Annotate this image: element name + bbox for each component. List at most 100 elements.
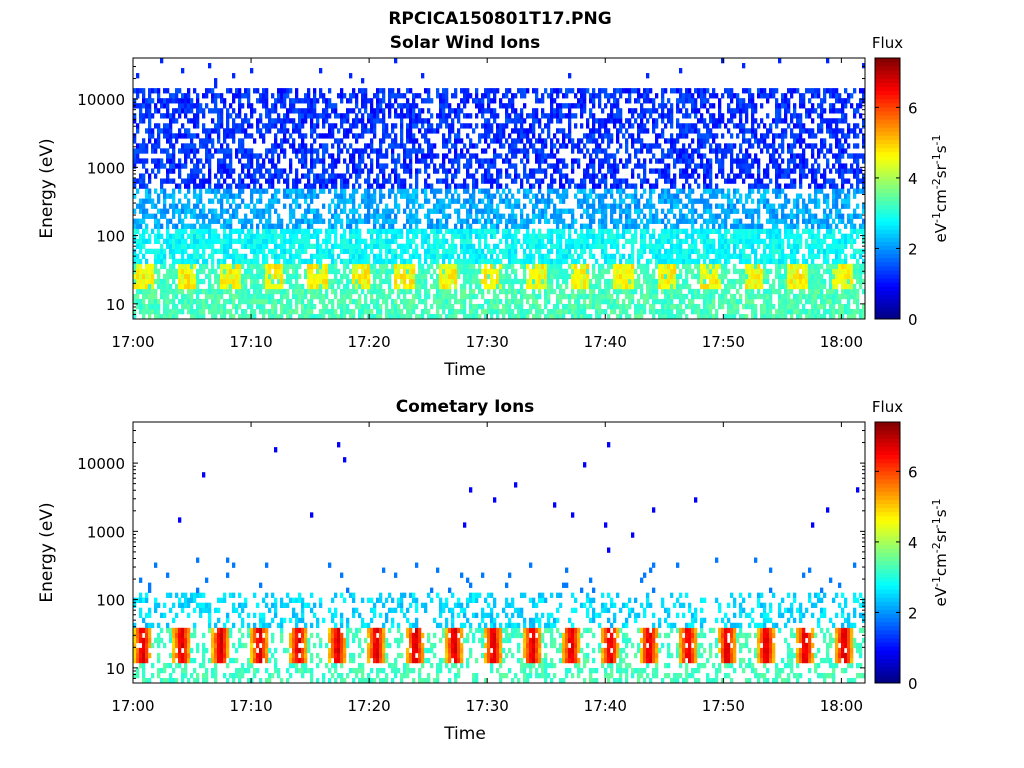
- spectrogram-cell: [274, 233, 278, 239]
- spectrogram-cell: [307, 263, 311, 270]
- spectrogram-cell: [286, 278, 290, 285]
- spectrogram-cell: [244, 218, 248, 224]
- spectrogram-cell: [145, 228, 149, 234]
- spectrogram-cell: [592, 98, 596, 104]
- spectrogram-cell: [418, 113, 422, 119]
- spectrogram-cell: [202, 253, 206, 260]
- spectrogram-cell: [133, 163, 137, 169]
- spectrogram-cell: [619, 263, 623, 270]
- spectrogram-cell: [313, 93, 317, 99]
- spectrogram-cell: [469, 293, 473, 300]
- spectrogram-cell: [481, 178, 485, 184]
- spectrogram-cell: [544, 258, 548, 265]
- spectrogram-cell: [322, 273, 326, 280]
- spectrogram-cell: [484, 298, 488, 305]
- spectrogram-cell: [598, 263, 602, 270]
- spectrogram-cell: [559, 293, 563, 300]
- spectrogram-cell: [400, 133, 404, 139]
- spectrogram-cell: [409, 213, 413, 219]
- spectrogram-cell: [484, 138, 488, 144]
- spectrogram-cell: [553, 258, 557, 265]
- spectrogram-cell: [550, 173, 554, 179]
- spectrogram-cell: [466, 278, 470, 285]
- spectrogram-cell: [454, 143, 458, 149]
- spectrogram-cell: [499, 198, 503, 204]
- spectrogram-cell: [577, 298, 581, 305]
- spectrogram-cell: [322, 298, 326, 305]
- spectrogram-cell: [394, 133, 398, 139]
- spectrogram-cell: [436, 113, 440, 119]
- spectrogram-cell: [616, 203, 620, 209]
- spectrogram-cell: [400, 278, 404, 285]
- spectrogram-cell: [211, 248, 215, 255]
- spectrogram-cell: [244, 238, 248, 245]
- spectrogram-cell: [349, 238, 353, 245]
- spectrogram-cell: [214, 238, 218, 245]
- spectrogram-cell: [445, 98, 449, 104]
- spectrogram-cell: [343, 303, 347, 310]
- spectrogram-cell: [484, 283, 488, 290]
- spectrogram-cell: [373, 283, 377, 290]
- spectrogram-cell: [547, 283, 551, 290]
- spectrogram-cell: [316, 253, 320, 260]
- spectrogram-cell: [604, 208, 608, 214]
- spectrogram-cell: [427, 218, 431, 224]
- spectrogram-cell: [631, 288, 635, 295]
- spectrogram-cell: [616, 223, 620, 229]
- spectrogram-cell: [139, 233, 143, 239]
- spectrogram-cell: [304, 98, 308, 104]
- spectrogram-cell: [364, 93, 368, 99]
- spectrogram-cell: [460, 288, 464, 295]
- spectrogram-cell: [283, 93, 287, 99]
- spectrogram-cell: [133, 178, 137, 184]
- spectrogram-cell: [361, 158, 365, 164]
- spectrogram-cell: [514, 273, 518, 280]
- spectrogram-cell: [508, 303, 512, 310]
- spectrogram-cell: [568, 298, 572, 305]
- spectrogram-cell: [217, 303, 221, 310]
- spectrogram-cell: [145, 193, 149, 199]
- spectrogram-cell: [589, 293, 593, 300]
- spectrogram-cell: [382, 178, 386, 184]
- spectrogram-cell: [259, 128, 263, 134]
- spectrogram-cell: [343, 313, 347, 320]
- spectrogram-cell: [172, 253, 176, 260]
- spectrogram-cell: [280, 278, 284, 285]
- spectrogram-cell: [436, 263, 440, 270]
- spectrogram-cell: [409, 283, 413, 290]
- spectrogram-cell: [562, 198, 566, 204]
- spectrogram-cell: [397, 158, 401, 164]
- spectrogram-cell: [484, 313, 488, 320]
- spectrogram-cell: [310, 223, 314, 229]
- spectrogram-cell: [157, 163, 161, 169]
- spectrogram-cell: [352, 298, 356, 305]
- spectrogram-cell: [265, 288, 269, 295]
- spectrogram-cell: [412, 218, 416, 224]
- spectrogram-cell: [250, 198, 254, 204]
- spectrogram-cell: [301, 108, 305, 114]
- spectrogram-cell: [298, 273, 302, 280]
- spectrogram-cell: [427, 198, 431, 204]
- spectrogram-cell: [430, 148, 434, 154]
- spectrogram-cell: [328, 238, 332, 245]
- spectrogram-cell: [304, 273, 308, 280]
- spectrogram-cell: [598, 158, 602, 164]
- spectrogram-cell: [472, 183, 476, 189]
- spectrogram-cell: [226, 193, 230, 199]
- spectrogram-cell: [376, 173, 380, 179]
- spectrogram-cell: [610, 303, 614, 310]
- spectrogram-cell: [412, 298, 416, 305]
- spectrogram-cell: [304, 208, 308, 214]
- spectrogram-cell: [316, 243, 320, 250]
- spectrogram-cell: [415, 158, 419, 164]
- spectrogram-cell: [358, 303, 362, 310]
- spectrogram-cell: [289, 188, 293, 194]
- spectrogram-cell: [496, 258, 500, 265]
- spectrogram-cell: [367, 183, 371, 189]
- spectrogram-cell: [547, 293, 551, 300]
- spectrogram-cell: [283, 258, 287, 265]
- spectrogram-cell: [175, 163, 179, 169]
- spectrogram-cell: [142, 293, 146, 300]
- spectrogram-cell: [298, 283, 302, 290]
- spectrogram-cell: [469, 283, 473, 290]
